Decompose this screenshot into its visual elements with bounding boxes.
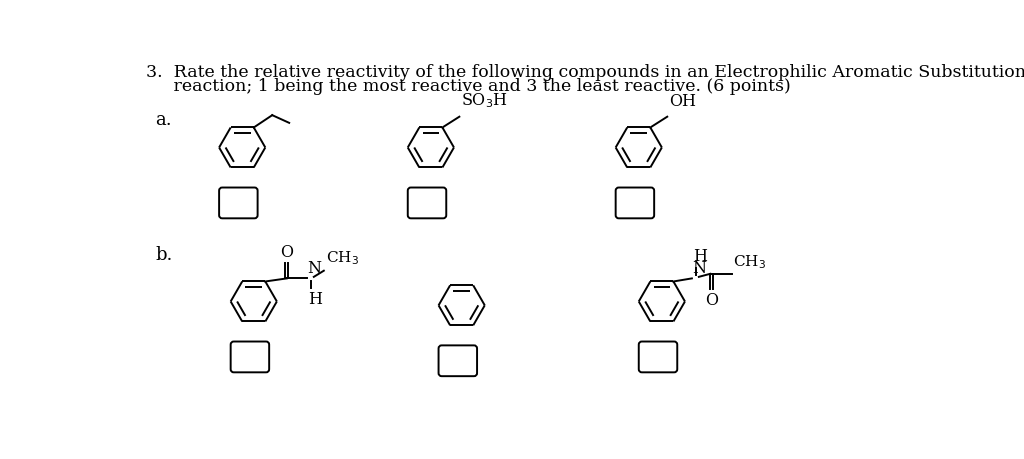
FancyBboxPatch shape	[639, 341, 677, 372]
Text: O: O	[706, 292, 719, 309]
FancyBboxPatch shape	[408, 188, 446, 218]
Text: 3.  Rate the relative reactivity of the following compounds in an Electrophilic : 3. Rate the relative reactivity of the f…	[146, 64, 1024, 81]
Text: reaction; 1 being the most reactive and 3 the least reactive. (6 points): reaction; 1 being the most reactive and …	[146, 78, 791, 95]
Text: OH: OH	[669, 93, 695, 110]
FancyBboxPatch shape	[615, 188, 654, 218]
Text: CH$_3$: CH$_3$	[326, 249, 359, 267]
Text: N: N	[692, 260, 707, 277]
FancyBboxPatch shape	[219, 188, 258, 218]
Text: H: H	[307, 291, 322, 308]
Text: a.: a.	[156, 111, 172, 129]
Text: O: O	[281, 244, 293, 261]
Text: SO$_3$H: SO$_3$H	[461, 91, 508, 110]
Text: H: H	[692, 247, 707, 264]
Text: CH$_3$: CH$_3$	[733, 254, 767, 271]
Text: N: N	[307, 260, 322, 277]
FancyBboxPatch shape	[230, 341, 269, 372]
FancyBboxPatch shape	[438, 345, 477, 376]
Text: b.: b.	[156, 246, 173, 264]
